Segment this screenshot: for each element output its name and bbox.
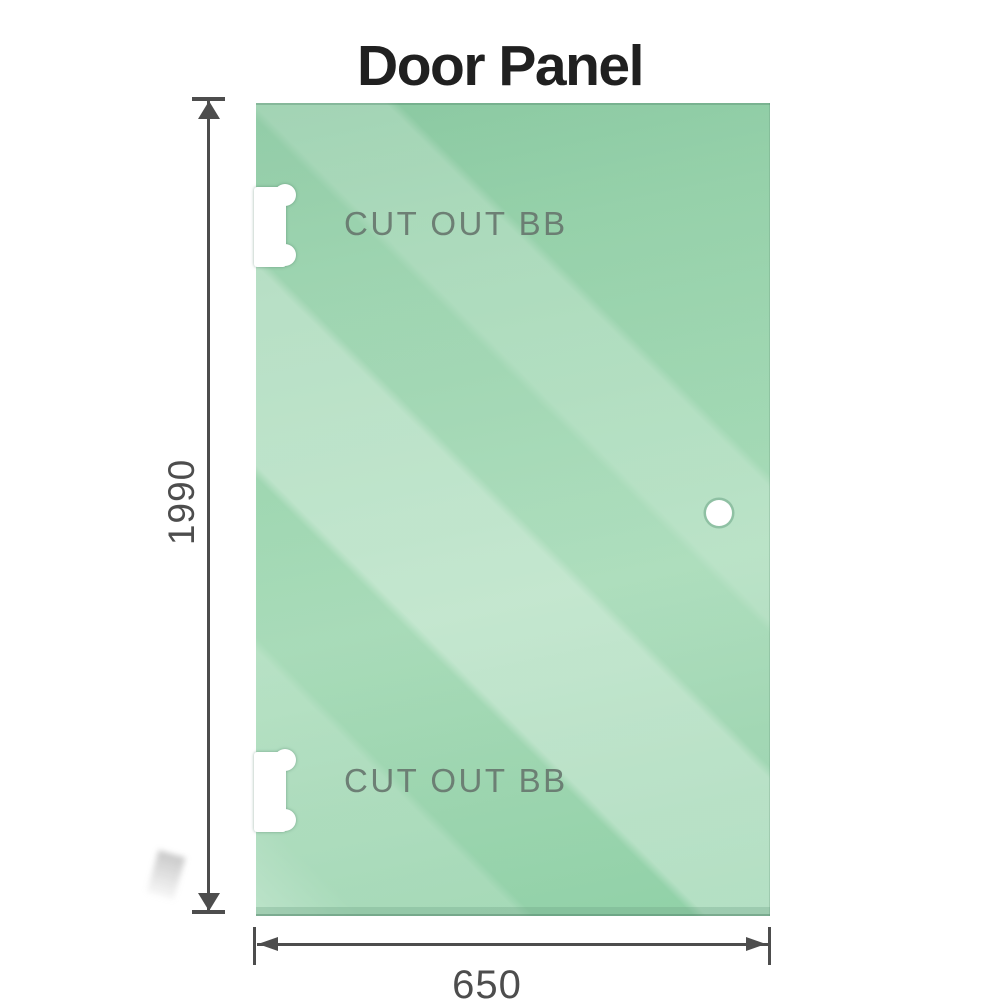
height-dimension-top-tick <box>192 97 225 101</box>
width-dimension-line <box>257 943 769 946</box>
arrow-right-icon <box>746 937 766 951</box>
width-dimension-value: 650 <box>452 963 522 1000</box>
height-dimension-value: 1990 <box>161 458 202 546</box>
glass-panel: CUT OUT BB CUT OUT BB <box>254 103 770 916</box>
height-dimension-line <box>207 100 210 912</box>
shadow-smudge <box>146 849 186 901</box>
height-dimension-bottom-tick <box>192 910 225 914</box>
width-dimension-left-tick <box>253 927 256 965</box>
hinge-cutout-top-icon <box>254 184 296 267</box>
hinge-cutout-bottom-icon <box>254 749 296 832</box>
page-title: Door Panel <box>357 34 644 98</box>
cutout-label-top: CUT OUT BB <box>344 205 568 242</box>
arrow-down-icon <box>198 893 220 911</box>
width-dimension-right-tick <box>768 927 771 965</box>
cutout-label-bottom: CUT OUT BB <box>344 762 568 799</box>
handle-hole-icon <box>706 500 732 526</box>
